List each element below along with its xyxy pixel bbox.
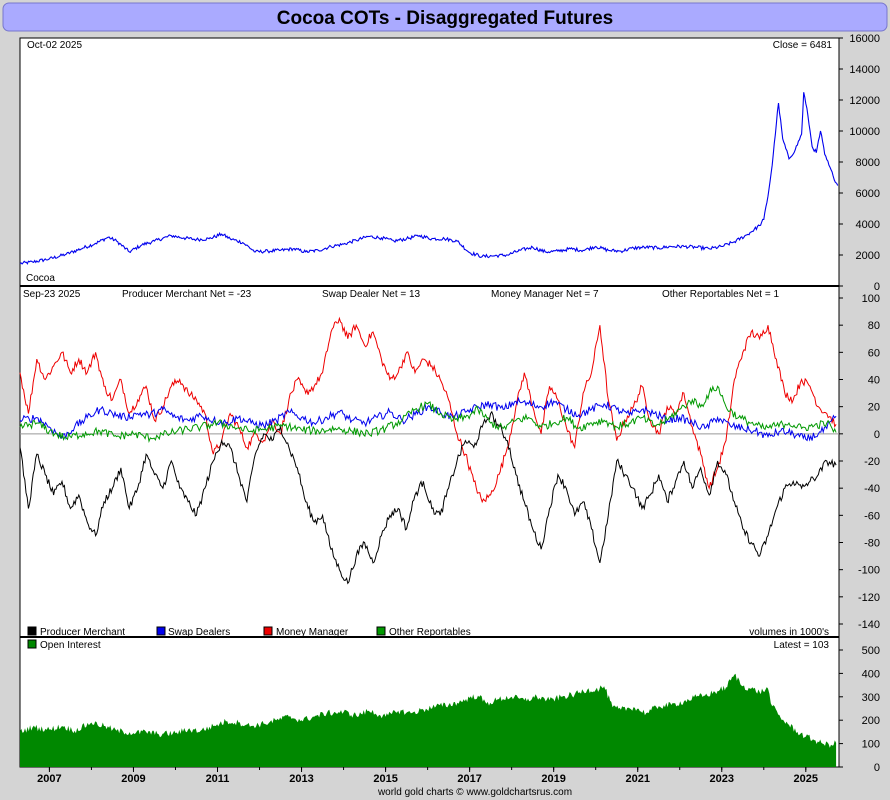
legend-swatch-swap (156, 626, 166, 636)
commodity-name-label: Cocoa (26, 273, 55, 284)
net-y-axis-tick-label: -120 (858, 592, 880, 604)
price-y-axis-tick-label: 2000 (856, 250, 880, 262)
price-y-axis-tick-label: 4000 (856, 219, 880, 231)
legend-swatch-open-interest (27, 639, 37, 649)
volumes-units-label: volumes in 1000's (749, 627, 829, 638)
price-y-axis-tick-label: 8000 (856, 157, 880, 169)
money-net-label: Money Manager Net = 7 (491, 289, 599, 300)
x-axis-tick-label: 2007 (37, 773, 61, 785)
open-interest-area (20, 673, 837, 767)
x-axis-tick-label: 2019 (541, 773, 565, 785)
price-y-axis-tick-label: 0 (874, 281, 880, 293)
open-interest-y-axis-tick-label: 500 (862, 645, 880, 657)
net-y-axis-tick-label: 60 (868, 347, 880, 359)
net-y-axis-tick-label: 80 (868, 320, 880, 332)
legend-label-other: Other Reportables (389, 627, 471, 638)
footer-credit: world gold charts © www.goldchartsrus.co… (377, 787, 572, 798)
x-axis: 2007 2009 2011 2013 2015 2017 2019 2021 2023 2025 (37, 767, 818, 785)
chart-title: Cocoa COTs - Disaggregated Futures (277, 8, 613, 29)
net-y-axis-tick-label: -140 (858, 619, 880, 631)
price-y-axis-tick-label: 14000 (849, 64, 880, 76)
price-y-axis-tick-label: 16000 (849, 33, 880, 45)
net-series-line-other-reportables (19, 384, 837, 444)
legend-label-money: Money Manager (276, 627, 349, 638)
legend-label-swap: Swap Dealers (168, 627, 230, 638)
x-axis-tick-label: 2015 (373, 773, 397, 785)
price-y-axis-tick-label: 12000 (849, 95, 880, 107)
open-interest-y-axis-tick-label: 100 (862, 739, 880, 751)
net-series-line-money-manager (19, 316, 837, 504)
net-positions-panel: 100 80 60 40 20 0 -20 -40 -60 -80 -100 -120 -140 Sep… (19, 289, 880, 638)
x-axis-tick-label: 2013 (289, 773, 313, 785)
net-y-axis-tick-label: 100 (862, 293, 880, 305)
title-bar (2, 2, 888, 32)
legend-label-open-interest: Open Interest (40, 640, 101, 651)
net-y-axis-tick-label: 20 (868, 402, 880, 414)
x-axis-tick-label: 2017 (457, 773, 481, 785)
producer-net-label: Producer Merchant Net = -23 (122, 289, 252, 300)
price-series-line (19, 92, 839, 265)
price-close-label: Close = 6481 (773, 40, 833, 51)
net-legend: Producer Merchant Swap Dealers Money Man… (27, 626, 829, 638)
net-y-axis-tick-label: 0 (874, 429, 880, 441)
open-interest-y-axis: 500 400 300 200 100 0 (839, 645, 880, 774)
x-axis-tick-label: 2021 (625, 773, 649, 785)
price-lines (19, 92, 839, 265)
open-interest-series-area (20, 673, 837, 767)
price-y-axis-tick-label: 6000 (856, 188, 880, 200)
open-interest-y-axis-tick-label: 0 (874, 762, 880, 774)
legend-swatch-other (376, 626, 386, 636)
open-interest-y-axis-tick-label: 200 (862, 715, 880, 727)
open-interest-y-axis-tick-label: 300 (862, 692, 880, 704)
net-y-axis-tick-label: -60 (864, 510, 880, 522)
net-date-label: Sep-23 2025 (23, 289, 81, 300)
net-y-axis-tick-label: -40 (864, 483, 880, 495)
net-y-axis-tick-label: -100 (858, 565, 880, 577)
legend-swatch-money (263, 626, 273, 636)
price-y-axis: 16000 14000 12000 10000 8000 6000 4000 2000 0 (839, 33, 880, 293)
net-series-line-producer-merchant (19, 410, 837, 585)
price-panel: 16000 14000 12000 10000 8000 6000 4000 2000 0 Oc… (19, 33, 880, 293)
net-y-axis-tick-label: -20 (864, 456, 880, 468)
x-axis-tick-label: 2011 (206, 773, 230, 785)
x-axis-tick-label: 2009 (121, 773, 145, 785)
net-lines (19, 316, 839, 585)
x-axis-tick-label: 2025 (794, 773, 818, 785)
open-interest-panel: 500 400 300 200 100 0 Open Interest Latest = … (20, 639, 880, 774)
other-net-label: Other Reportables Net = 1 (662, 289, 779, 300)
price-y-axis-tick-label: 10000 (849, 126, 880, 138)
net-y-axis-tick-label: -80 (864, 538, 880, 550)
legend-label-producer: Producer Merchant (40, 627, 125, 638)
open-interest-latest-label: Latest = 103 (774, 640, 830, 651)
legend-swatch-producer (27, 626, 37, 636)
net-y-axis-tick-label: 40 (868, 375, 880, 387)
open-interest-y-axis-tick-label: 400 (862, 668, 880, 680)
price-date-label: Oct-02 2025 (27, 40, 82, 51)
net-series-line-swap-dealers (19, 396, 837, 442)
net-y-axis: 100 80 60 40 20 0 -20 -40 -60 -80 -100 -120 -140 (839, 293, 880, 631)
swap-net-label: Swap Dealer Net = 13 (322, 289, 421, 300)
x-axis-tick-label: 2023 (710, 773, 734, 785)
